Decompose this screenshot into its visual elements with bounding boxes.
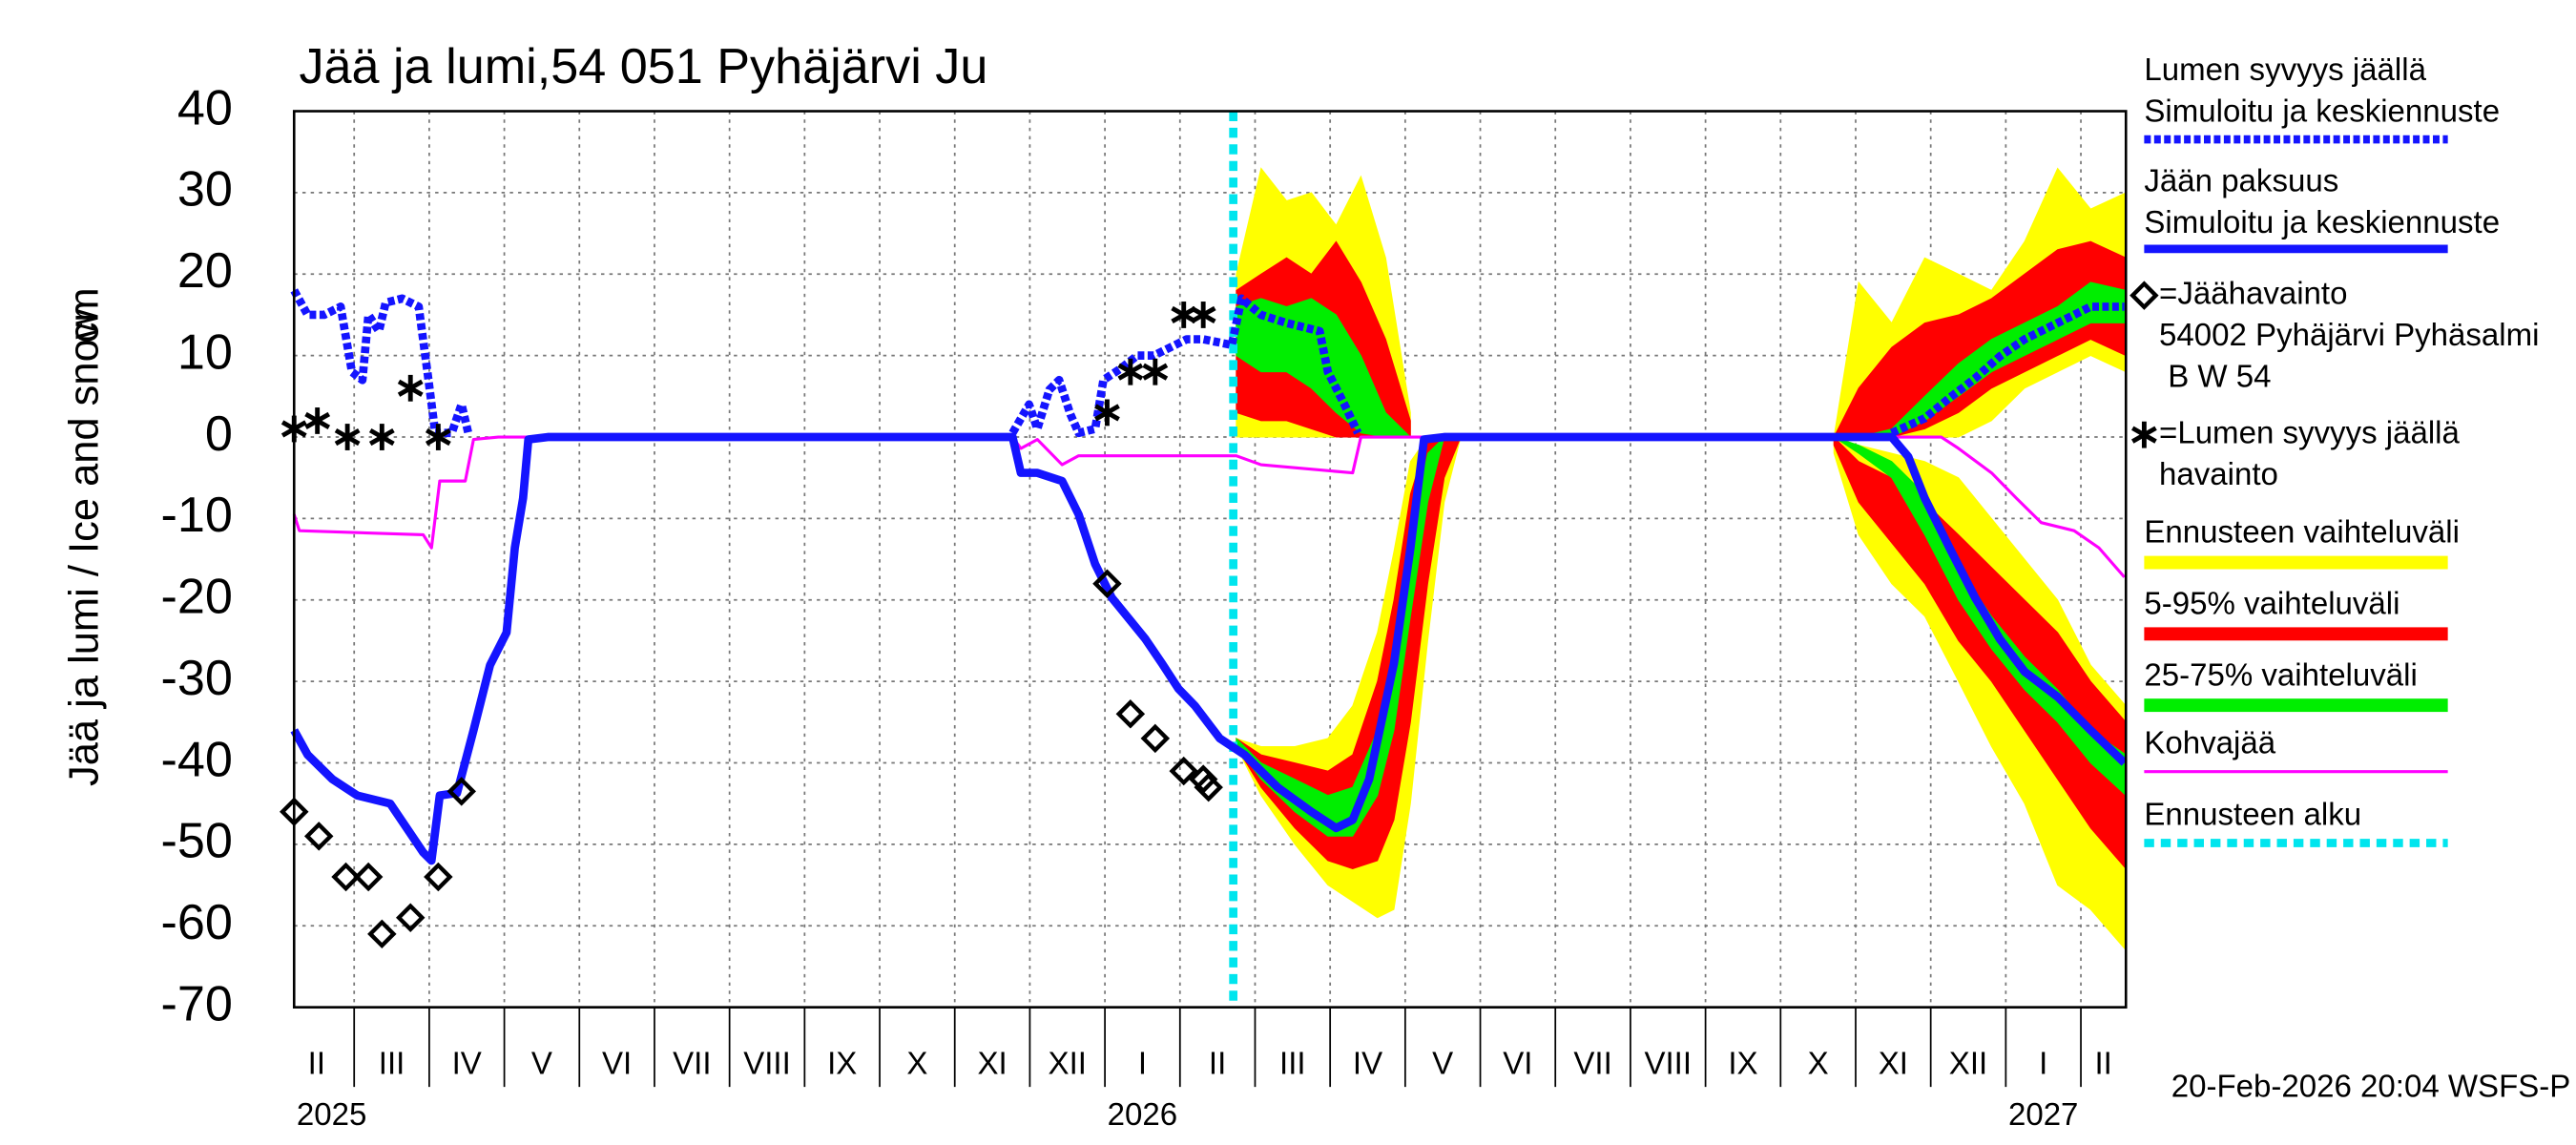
band-area bbox=[1236, 436, 1462, 869]
legend-label: Lumen syvyys jäällä Simuloitu ja keskienn… bbox=[2144, 52, 2500, 129]
diamond-marker bbox=[424, 862, 453, 892]
star-stroke bbox=[2131, 426, 2157, 444]
legend-label: Jään paksuus Simuloitu ja keskiennuste bbox=[2144, 163, 2500, 239]
diamond-marker bbox=[1115, 699, 1146, 729]
star-marker bbox=[1142, 358, 1169, 385]
diamond-marker bbox=[1169, 756, 1198, 786]
x-tick-label: VIII bbox=[743, 1046, 791, 1081]
diamond-marker bbox=[1092, 569, 1122, 598]
legend-label: Kohvajää bbox=[2144, 726, 2275, 761]
y-tick-label: -40 bbox=[161, 732, 233, 787]
x-tick-label: V bbox=[531, 1046, 552, 1081]
x-tick-label: VII bbox=[1573, 1046, 1611, 1081]
star-stroke bbox=[368, 427, 395, 447]
year-label: 2027 bbox=[2008, 1097, 2078, 1133]
star-stroke bbox=[334, 427, 361, 447]
star-stroke bbox=[397, 379, 424, 397]
x-tick-label: XI bbox=[977, 1046, 1007, 1081]
x-tick-label: X bbox=[1808, 1046, 1829, 1081]
y-tick-label: 10 bbox=[177, 324, 233, 380]
x-tick-label: VI bbox=[602, 1046, 632, 1081]
x-tick-label: VI bbox=[1503, 1046, 1532, 1081]
star-stroke bbox=[1190, 305, 1216, 324]
y-tick-label: -20 bbox=[161, 570, 233, 625]
legend-label: Ennusteen vaihteluväli bbox=[2144, 515, 2460, 551]
x-tick-label: IX bbox=[1728, 1046, 1757, 1081]
x-tick-label: IV bbox=[1353, 1046, 1382, 1081]
y-tick-label: 30 bbox=[177, 162, 233, 218]
star-stroke bbox=[1142, 363, 1169, 381]
x-tick-label: IX bbox=[827, 1046, 857, 1081]
series-line bbox=[290, 432, 2128, 865]
plot-frame bbox=[292, 110, 2128, 1009]
legend-label: =Lumen syvyys jäällä havainto bbox=[2159, 415, 2460, 491]
diamond-marker bbox=[447, 777, 476, 806]
series-line bbox=[292, 435, 2126, 578]
star-stroke bbox=[1117, 363, 1144, 381]
star-marker bbox=[368, 424, 395, 450]
y-tick-label: -60 bbox=[161, 895, 233, 950]
x-tick-label: I bbox=[1138, 1046, 1147, 1081]
year-label: 2026 bbox=[1108, 1097, 1177, 1133]
y-tick-label: -50 bbox=[161, 814, 233, 869]
diamond-marker bbox=[353, 862, 384, 892]
y-tick-label: -10 bbox=[161, 488, 233, 543]
diamond-marker bbox=[303, 822, 334, 851]
diamond-marker bbox=[1194, 772, 1223, 802]
diamond-marker bbox=[2129, 281, 2159, 310]
x-tick-label: VII bbox=[673, 1046, 711, 1081]
y-axis-unit: cm bbox=[61, 287, 107, 343]
star-marker bbox=[304, 407, 331, 434]
year-label: 2025 bbox=[297, 1097, 366, 1133]
star-marker bbox=[425, 424, 451, 450]
legend-swatch bbox=[2144, 627, 2448, 641]
star-marker bbox=[1094, 399, 1120, 427]
diamond-marker bbox=[395, 903, 426, 932]
y-tick-label: 20 bbox=[177, 243, 233, 299]
star-marker bbox=[1117, 358, 1144, 385]
star-marker bbox=[334, 424, 361, 450]
star-marker bbox=[397, 374, 424, 402]
star-stroke bbox=[1094, 404, 1120, 422]
star-marker bbox=[2131, 421, 2157, 448]
y-tick-label: 0 bbox=[205, 406, 233, 462]
x-tick-label: XII bbox=[1949, 1046, 1987, 1081]
x-tick-label: VIII bbox=[1644, 1046, 1692, 1081]
diamond-marker bbox=[367, 919, 397, 949]
x-tick-label: I bbox=[2039, 1046, 2047, 1081]
legend-label: Ennusteen alku bbox=[2144, 797, 2361, 832]
legend-label: 5-95% vaihteluväli bbox=[2144, 587, 2399, 622]
star-stroke bbox=[304, 411, 331, 430]
y-tick-label: 40 bbox=[177, 80, 233, 135]
footer: 20-Feb-2026 20:04 WSFS-P bbox=[2171, 1070, 2571, 1105]
star-marker bbox=[1171, 302, 1197, 328]
x-tick-label: XI bbox=[1879, 1046, 1908, 1081]
x-tick-label: III bbox=[1279, 1046, 1306, 1081]
x-tick-label: X bbox=[906, 1046, 927, 1081]
legend-swatch bbox=[2144, 555, 2448, 570]
legend-swatch bbox=[2144, 698, 2448, 713]
star-stroke bbox=[425, 427, 451, 447]
star-marker bbox=[1190, 302, 1216, 328]
diamond-marker bbox=[331, 862, 361, 892]
x-tick-label: II bbox=[2094, 1046, 2111, 1081]
series-line bbox=[290, 288, 2125, 438]
legend-label: =Jäähavainto 54002 Pyhäjärvi Pyhäsalmi B … bbox=[2159, 276, 2539, 394]
x-tick-label: II bbox=[308, 1046, 325, 1081]
diamond-marker bbox=[1140, 723, 1171, 754]
x-tick-label: V bbox=[1432, 1046, 1453, 1081]
x-tick-label: II bbox=[1209, 1046, 1226, 1081]
legend-label: 25-75% vaihteluväli bbox=[2144, 657, 2417, 693]
x-tick-label: XII bbox=[1049, 1046, 1087, 1081]
y-tick-label: -30 bbox=[161, 651, 233, 706]
x-tick-label: IV bbox=[452, 1046, 482, 1081]
chart-title: Jää ja lumi,54 051 Pyhäjärvi Ju bbox=[299, 39, 987, 94]
y-axis-label: Jää ja lumi / Ice and snow bbox=[61, 308, 107, 786]
y-tick-label: -70 bbox=[161, 976, 233, 1031]
x-tick-label: III bbox=[379, 1046, 405, 1081]
